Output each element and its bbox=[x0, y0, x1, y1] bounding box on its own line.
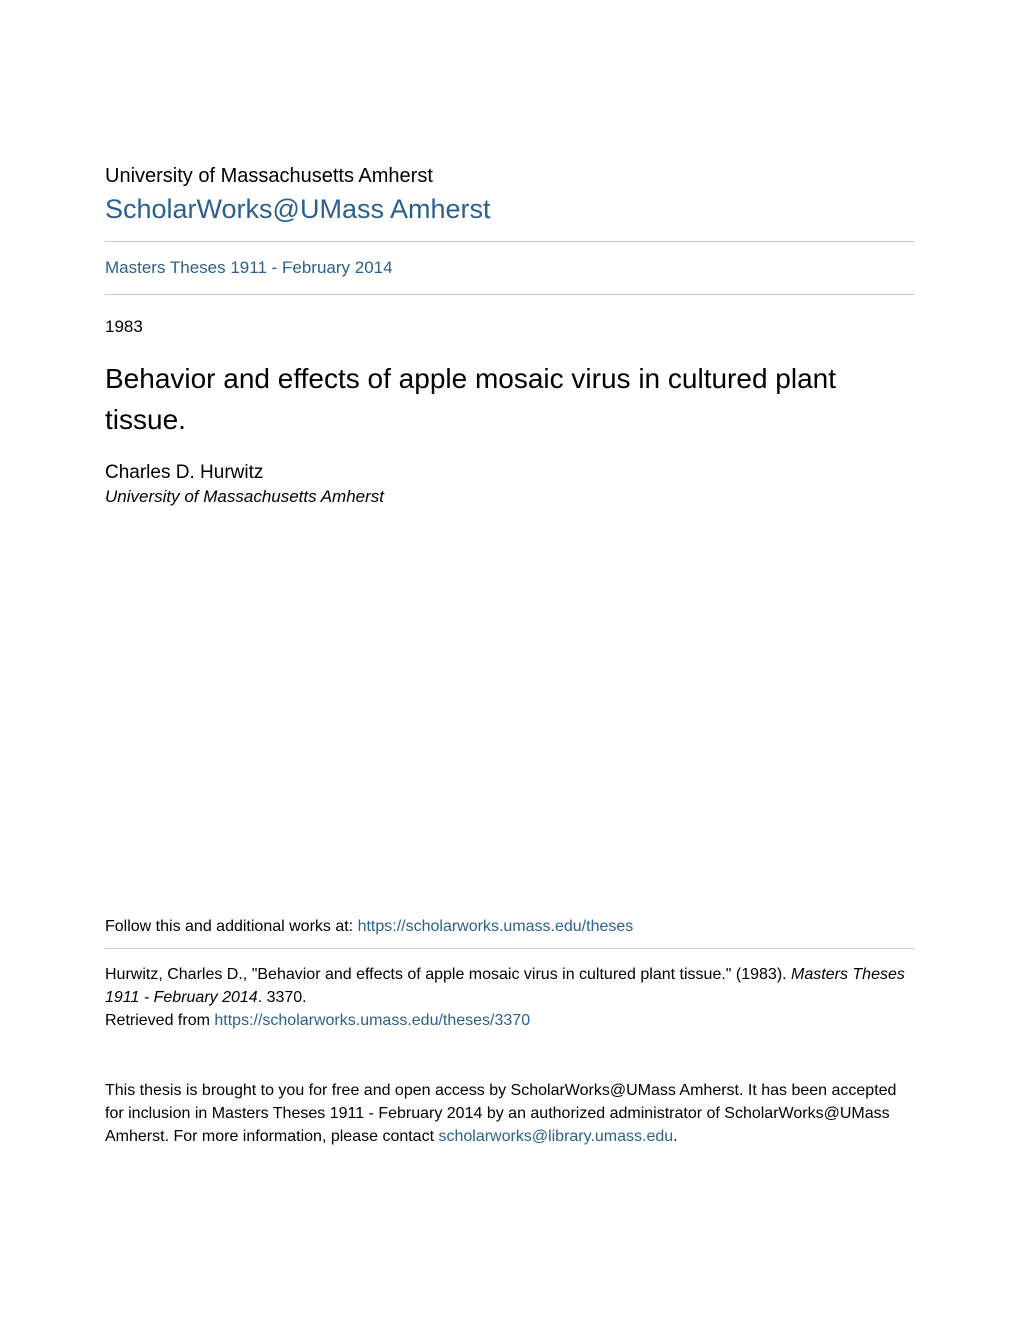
repository-cover-page: University of Massachusetts Amherst Scho… bbox=[0, 0, 1020, 507]
citation-text: Hurwitz, Charles D., "Behavior and effec… bbox=[105, 963, 915, 1009]
footer-text: This thesis is brought to you for free a… bbox=[105, 1079, 915, 1149]
publication-year: 1983 bbox=[105, 317, 915, 337]
contact-email-link[interactable]: scholarworks@library.umass.edu bbox=[438, 1128, 673, 1145]
citation-part1: Hurwitz, Charles D., "Behavior and effec… bbox=[105, 966, 791, 983]
follow-line: Follow this and additional works at: htt… bbox=[105, 918, 915, 936]
footer-part2: . bbox=[673, 1128, 677, 1145]
document-title: Behavior and effects of apple mosaic vir… bbox=[105, 359, 915, 440]
divider-bottom bbox=[105, 948, 915, 949]
retrieved-line: Retrieved from https://scholarworks.umas… bbox=[105, 1009, 915, 1032]
institution-name: University of Massachusetts Amherst bbox=[105, 165, 915, 188]
author-affiliation: University of Massachusetts Amherst bbox=[105, 487, 915, 507]
follow-works-link[interactable]: https://scholarworks.umass.edu/theses bbox=[358, 918, 634, 935]
retrieved-label: Retrieved from bbox=[105, 1012, 214, 1029]
citation-block: Hurwitz, Charles D., "Behavior and effec… bbox=[105, 963, 915, 1033]
divider-mid bbox=[105, 294, 915, 295]
bottom-metadata: Follow this and additional works at: htt… bbox=[105, 918, 915, 1148]
citation-part2: . 3370. bbox=[258, 989, 307, 1006]
repository-link[interactable]: ScholarWorks@UMass Amherst bbox=[105, 194, 491, 225]
author-name: Charles D. Hurwitz bbox=[105, 462, 915, 484]
follow-prefix: Follow this and additional works at: bbox=[105, 918, 358, 935]
divider-top bbox=[105, 241, 915, 242]
retrieved-url-link[interactable]: https://scholarworks.umass.edu/theses/33… bbox=[214, 1012, 530, 1029]
collection-link[interactable]: Masters Theses 1911 - February 2014 bbox=[105, 258, 393, 278]
